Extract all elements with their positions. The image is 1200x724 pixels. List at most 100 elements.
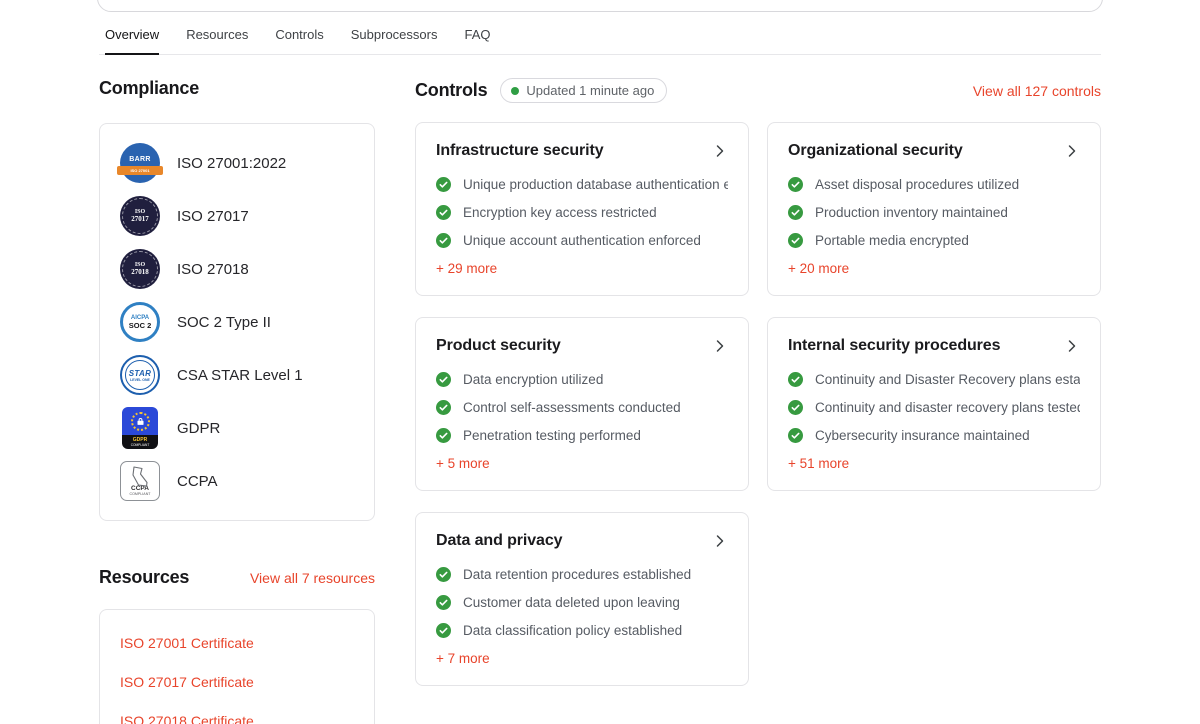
check-circle-icon [436,567,451,582]
status-dot-icon [511,86,520,95]
control-item: Data retention procedures established [436,567,728,582]
tab-overview[interactable]: Overview [105,27,160,55]
compliance-badge-label: GDPR [177,419,221,437]
barr-iso-27001-badge-icon: BARR ISO 27001 [117,143,163,183]
control-card-title: Data and privacy [436,532,563,549]
compliance-badge-label: ISO 27017 [177,207,249,225]
view-all-controls-link[interactable]: View all 127 controls [972,82,1101,99]
control-item: Unique production database authenticatio… [436,177,728,192]
control-item: Cybersecurity insurance maintained [788,428,1080,443]
updated-badge-text: Updated 1 minute ago [526,83,655,98]
control-card-title: Product security [436,337,561,354]
controls-grid: Infrastructure security Unique productio… [415,122,1101,686]
tab-subprocessors[interactable]: Subprocessors [350,27,438,42]
compliance-badge-row: GDPR COMPLIANT GDPR [120,407,354,449]
tab-controls[interactable]: Controls [275,27,324,42]
control-card-title: Organizational security [788,142,963,159]
soc-badge-text: AICPA [130,314,150,321]
check-circle-icon [788,400,803,415]
compliance-heading: Compliance [99,78,200,98]
control-card-product-security[interactable]: Product security Data encryption utilize… [415,317,749,491]
control-item: Penetration testing performed [436,428,728,443]
check-circle-icon [788,177,803,192]
california-outline-icon [132,466,148,487]
view-all-resources-link[interactable]: View all 7 resources [249,570,375,586]
resource-link-iso-27017[interactable]: ISO 27017 Certificate [120,674,254,690]
check-circle-icon [436,177,451,192]
compliance-badge-row: BARR ISO 27001 ISO 27001:2022 [117,143,354,183]
soc-badge-text: SOC 2 [128,320,152,330]
more-controls-link[interactable]: + 5 more [436,456,490,471]
control-item: Data encryption utilized [436,372,728,387]
resource-link-iso-27018[interactable]: ISO 27018 Certificate [120,713,254,724]
compliance-badge-row: STAR LEVEL ONE CSA STAR Level 1 [120,355,354,395]
more-controls-link[interactable]: + 20 more [788,261,850,276]
tab-faq[interactable]: FAQ [464,27,491,42]
control-card-internal-security-procedures[interactable]: Internal security procedures Continuity … [767,317,1101,491]
iso-badge-text: ISO [134,209,146,215]
control-card-infrastructure-security[interactable]: Infrastructure security Unique productio… [415,122,749,296]
control-item: Data classification policy established [436,623,728,638]
updated-badge: Updated 1 minute ago [500,78,668,103]
compliance-badge-label: CCPA [177,472,218,490]
control-card-title: Infrastructure security [436,142,604,159]
compliance-card: BARR ISO 27001 ISO 27001:2022 ISO 27017 [99,123,375,521]
tab-bar: Overview Resources Controls Subprocessor… [99,27,1101,55]
barr-badge-ribbon: ISO 27001 [117,166,163,175]
iso-badge-text: 27017 [131,215,149,223]
resource-link-iso-27001[interactable]: ISO 27001 Certificate [120,635,254,651]
resources-heading: Resources [99,567,190,587]
controls-heading: Controls [415,80,488,100]
chevron-right-icon[interactable] [712,338,728,354]
compliance-badge-row: ISO 27018 ISO 27018 [120,249,354,289]
control-item: Unique account authentication enforced [436,233,728,248]
check-circle-icon [436,623,451,638]
compliance-badge-label: ISO 27018 [177,260,249,278]
more-controls-link[interactable]: + 7 more [436,651,490,666]
check-circle-icon [436,233,451,248]
star-badge-text: STAR [128,368,152,378]
check-circle-icon [788,205,803,220]
chevron-right-icon[interactable] [1064,143,1080,159]
control-card-organizational-security[interactable]: Organizational security Asset disposal p… [767,122,1101,296]
compliance-badge-row: AICPA SOC 2 SOC 2 Type II [120,302,354,342]
ccpa-badge-icon: CCPA COMPLIANT [120,461,160,501]
resources-card: ISO 27001 Certificate ISO 27017 Certific… [99,609,375,724]
check-circle-icon [788,372,803,387]
check-circle-icon [788,233,803,248]
control-item: Customer data deleted upon leaving [436,595,728,610]
gdpr-badge-text: GDPR [132,437,148,443]
check-circle-icon [788,428,803,443]
control-item: Control self-assessments conducted [436,400,728,415]
iso-badge-text: 27018 [131,268,149,276]
check-circle-icon [436,595,451,610]
chevron-right-icon[interactable] [712,533,728,549]
compliance-badge-label: ISO 27001:2022 [177,154,287,172]
check-circle-icon [436,205,451,220]
ccpa-badge-text: COMPLIANT [129,492,151,496]
gdpr-badge-text: COMPLIANT [130,443,150,447]
compliance-badge-row: CCPA COMPLIANT CCPA [120,461,354,501]
tab-resources[interactable]: Resources [186,27,249,42]
aicpa-soc2-badge-icon: AICPA SOC 2 [120,302,160,342]
star-badge-text: LEVEL ONE [130,377,150,382]
ccpa-badge-text: CCPA [131,485,149,492]
control-item: Asset disposal procedures utilized [788,177,1080,192]
control-card-data-and-privacy[interactable]: Data and privacy Data retention procedur… [415,512,749,686]
control-item: Encryption key access restricted [436,205,728,220]
check-circle-icon [436,428,451,443]
control-card-title: Internal security procedures [788,337,1001,354]
iso-badge-text: ISO [134,262,146,268]
more-controls-link[interactable]: + 51 more [788,456,850,471]
more-controls-link[interactable]: + 29 more [436,261,498,276]
barr-badge-text: BARR [129,155,151,163]
control-item: Continuity and Disaster Recovery plans e… [788,372,1080,387]
chevron-right-icon[interactable] [1064,338,1080,354]
chevron-right-icon[interactable] [712,143,728,159]
compliance-badge-label: CSA STAR Level 1 [177,366,303,384]
check-circle-icon [436,372,451,387]
control-item: Portable media encrypted [788,233,1080,248]
control-item: Production inventory maintained [788,205,1080,220]
gdpr-badge-icon: GDPR COMPLIANT [120,407,160,449]
